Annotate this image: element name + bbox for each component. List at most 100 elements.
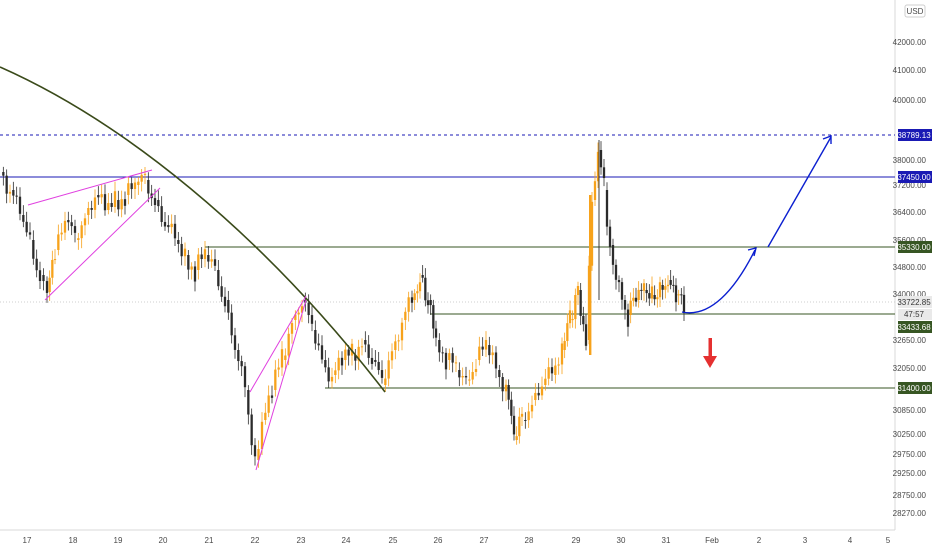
candle-body	[51, 259, 54, 278]
candle-body	[274, 369, 277, 390]
candle-body	[434, 328, 438, 338]
candle-body	[648, 293, 651, 299]
currency-badge-box[interactable]	[904, 4, 926, 18]
candle-body	[317, 343, 320, 346]
candle-body	[608, 226, 612, 247]
projection-line	[767, 136, 832, 248]
candle-body	[664, 286, 667, 290]
candle-body	[87, 207, 90, 215]
candle-body	[18, 196, 22, 214]
candle-body	[518, 416, 521, 437]
candle-body	[227, 300, 230, 313]
candle-body	[167, 225, 170, 228]
x-tick-label: 25	[389, 536, 398, 545]
candle-body	[260, 421, 264, 450]
candle-body	[429, 300, 432, 306]
price-label-33433-text: 33433.68	[897, 323, 931, 332]
candle-body	[426, 300, 430, 306]
candle-body	[354, 355, 357, 361]
x-tick-label: 4	[848, 536, 853, 545]
candle-body	[656, 297, 659, 300]
candle-body	[568, 310, 572, 324]
candle-body	[397, 340, 400, 342]
candle-body	[130, 183, 133, 190]
y-tick-label: 42000.00	[893, 38, 927, 47]
candle-body	[210, 259, 213, 262]
candle-body	[100, 194, 103, 198]
candle-body	[310, 315, 314, 324]
candle-body	[340, 357, 344, 366]
candle-body	[645, 290, 648, 294]
x-tick-label: 5	[886, 536, 891, 545]
candle-body	[451, 353, 454, 363]
price-label-37450-box	[898, 171, 932, 183]
candle-body	[593, 181, 597, 200]
y-tick-label: 40000.00	[893, 96, 927, 105]
candle-body	[534, 392, 537, 400]
candle-body	[413, 293, 416, 300]
candle-body	[15, 195, 18, 197]
candle-body	[177, 240, 180, 244]
candle-body	[217, 270, 220, 287]
candle-body	[582, 315, 585, 325]
descending-arc-line	[0, 66, 386, 393]
x-tick-label: 30	[617, 536, 626, 545]
candle-body	[117, 200, 120, 210]
candle-body	[287, 333, 290, 356]
candle-body	[12, 190, 15, 196]
candle-body	[45, 281, 49, 293]
candle-body	[5, 175, 8, 194]
candle-body	[418, 282, 422, 292]
projection-curve	[681, 249, 756, 314]
candle-body	[464, 376, 468, 378]
candle-body	[576, 286, 580, 296]
candle-body	[110, 203, 113, 207]
candle-body	[90, 207, 93, 210]
candle-body	[410, 297, 414, 303]
x-tick-label: 28	[525, 536, 534, 545]
price-label-last: 33722.85	[897, 296, 932, 308]
price-label-31400-box	[898, 382, 932, 394]
price-label-last-text: 33722.85	[897, 298, 931, 307]
candle-body	[143, 173, 147, 175]
candle-body	[320, 345, 324, 360]
candle-body	[634, 297, 638, 302]
candle-body	[334, 370, 337, 375]
price-label-37450-text: 37450.00	[897, 173, 931, 182]
x-tick-label: 31	[662, 536, 671, 545]
candle-body	[400, 322, 404, 341]
candle-body	[133, 182, 137, 190]
candle-body	[537, 392, 540, 396]
candle-body	[370, 357, 374, 364]
candle-body	[407, 297, 410, 312]
currency-badge[interactable]: USD	[904, 4, 926, 18]
price-label-35330: 35330.00	[897, 241, 932, 253]
candle-body	[103, 194, 107, 211]
candle-body	[620, 282, 624, 300]
x-tick-label: 24	[342, 536, 351, 545]
candle-body	[324, 360, 327, 368]
price-label-33433-box	[898, 321, 932, 333]
candle-body	[277, 367, 280, 370]
candle-body	[566, 323, 569, 342]
wedge-lower-line-1	[44, 187, 161, 301]
candle-body	[157, 200, 160, 207]
price-label-38789-text: 38789.13	[897, 131, 931, 140]
candle-body	[190, 266, 193, 270]
candle-body	[253, 445, 257, 457]
candle-body	[677, 294, 680, 296]
candle-body	[183, 248, 187, 257]
candle-body	[424, 277, 427, 301]
candle-body	[300, 306, 304, 313]
candle-body	[527, 411, 530, 421]
candle-body	[113, 191, 117, 207]
candle-body	[337, 357, 340, 371]
x-tick-label: 22	[251, 536, 260, 545]
candle-body	[77, 238, 80, 240]
candle-body	[515, 436, 518, 440]
candle-body	[637, 289, 640, 300]
y-tick-label: 30850.00	[893, 406, 927, 415]
candle-body	[48, 277, 51, 292]
candle-body	[474, 369, 478, 372]
